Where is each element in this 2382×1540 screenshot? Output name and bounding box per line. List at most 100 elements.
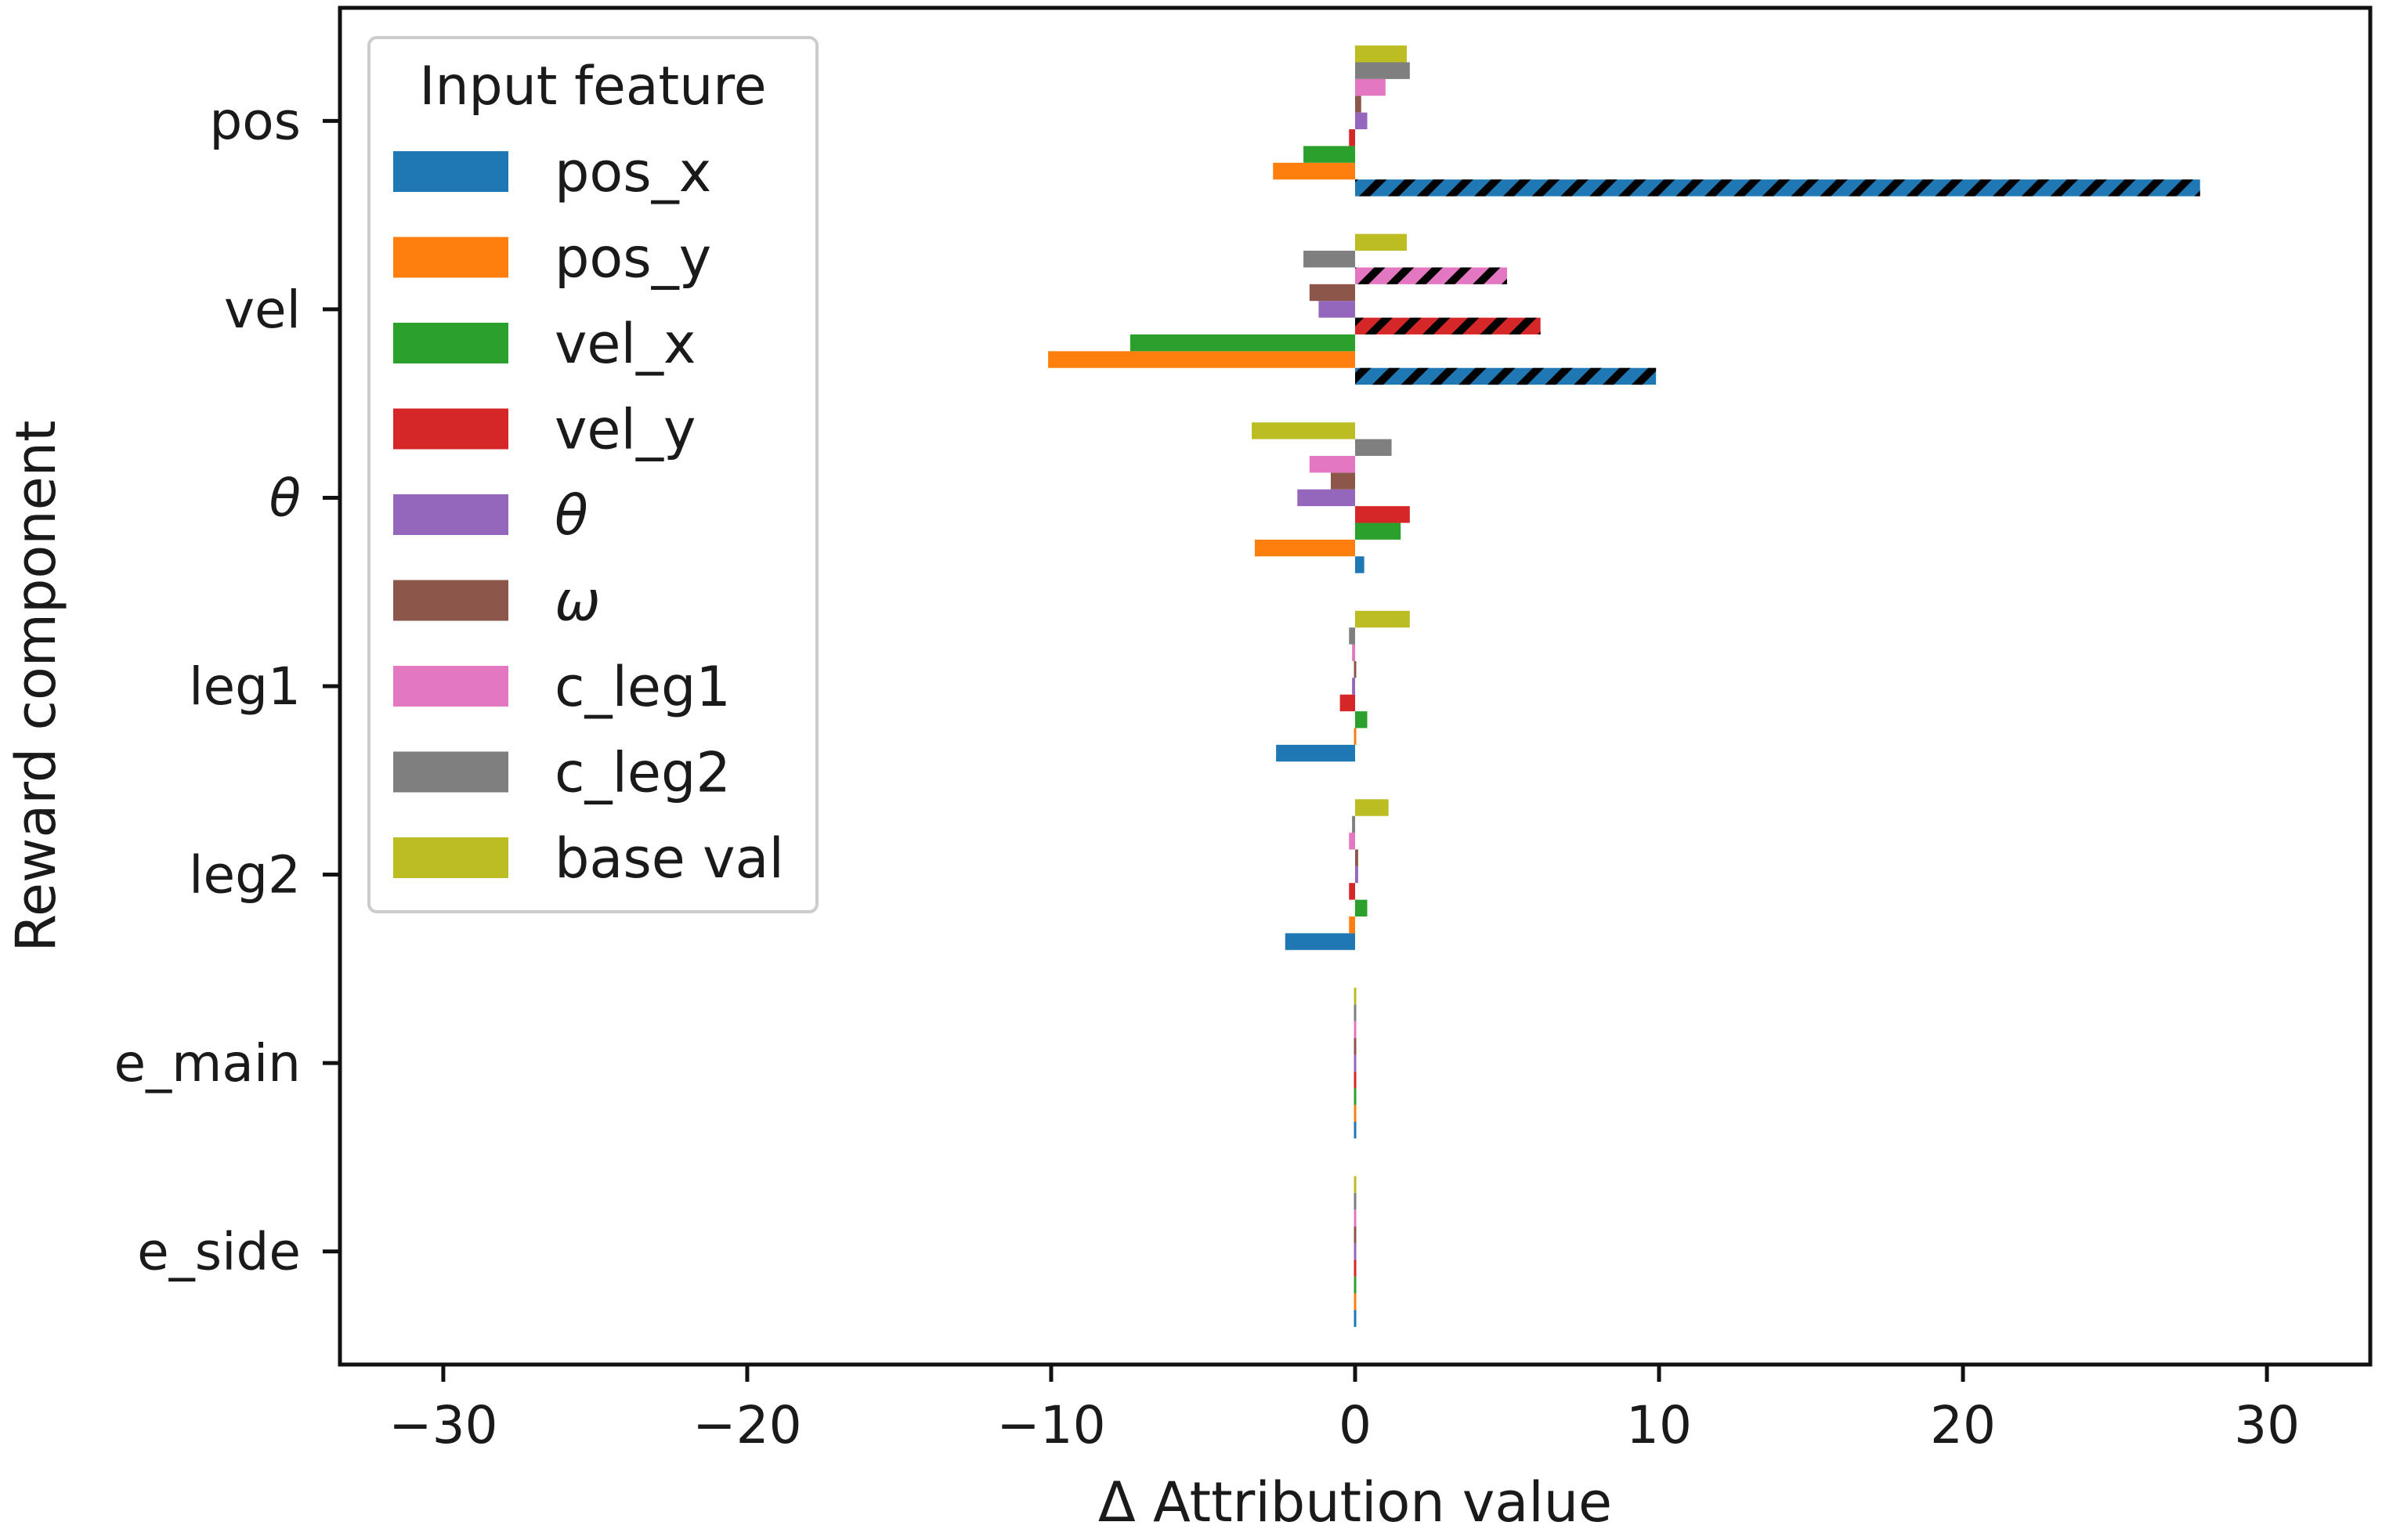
bar-leg2-c-leg1 bbox=[1349, 833, 1355, 850]
bar-e-main-c-leg2 bbox=[1354, 1004, 1357, 1021]
bar-pos-c-leg2 bbox=[1355, 62, 1410, 79]
bar-item-c-leg1 bbox=[1309, 455, 1355, 473]
x-tick-label: −30 bbox=[389, 1395, 497, 1455]
legend-swatch-item bbox=[393, 494, 508, 535]
x-axis-label: Δ Attribution value bbox=[1098, 1470, 1612, 1535]
bar-leg1-item bbox=[1354, 660, 1357, 678]
bar-e-side-pos-x bbox=[1354, 1310, 1357, 1327]
legend-label-vel-y: vel_y bbox=[555, 398, 696, 462]
bar-vel-c-leg2 bbox=[1303, 251, 1355, 268]
x-axis-ticks: −30 −20 −10 0 10 20 30 bbox=[389, 1365, 2300, 1455]
bar-vel-vel-y-hatch bbox=[1355, 317, 1541, 334]
legend-label-vel-x: vel_x bbox=[555, 312, 696, 376]
bar-e-side-c-leg1 bbox=[1354, 1209, 1357, 1227]
legend-label-item: ω bbox=[555, 569, 601, 634]
bar-e-main-pos-x bbox=[1354, 1121, 1357, 1139]
y-tick-label-vel: vel bbox=[224, 280, 301, 340]
bar-pos-vel-y bbox=[1349, 129, 1355, 146]
bar-leg1-c-leg2 bbox=[1349, 627, 1355, 645]
bar-e-main-item bbox=[1354, 1038, 1357, 1055]
bar-e-side-base-val bbox=[1354, 1176, 1357, 1193]
bar-leg1-item bbox=[1352, 678, 1355, 695]
bar-e-side-item bbox=[1354, 1242, 1357, 1260]
bar-leg2-item bbox=[1355, 866, 1358, 884]
legend-label-base-val: base val bbox=[555, 826, 784, 891]
bar-pos-pos-y bbox=[1273, 162, 1355, 180]
bar-e-side-vel-y bbox=[1354, 1260, 1357, 1277]
legend: Input feature pos_x pos_y vel_x vel_y θω c_le… bbox=[367, 36, 819, 913]
bar-pos-vel-x bbox=[1303, 146, 1355, 163]
bar-e-side-c-leg2 bbox=[1354, 1192, 1357, 1210]
bar-leg1-vel-x bbox=[1355, 711, 1368, 728]
bar-leg1-base-val bbox=[1355, 610, 1410, 628]
bar-item-item bbox=[1330, 472, 1355, 490]
bars-layer bbox=[1048, 45, 2200, 1327]
bar-e-main-base-val bbox=[1354, 987, 1357, 1005]
bar-leg2-pos-y bbox=[1349, 916, 1355, 934]
bar-e-side-vel-x bbox=[1354, 1276, 1357, 1294]
y-tick-label-leg1: leg1 bbox=[189, 656, 301, 717]
x-tick-label: 10 bbox=[1626, 1395, 1692, 1455]
legend-swatch-vel-x bbox=[393, 323, 508, 363]
bar-item-c-leg2 bbox=[1355, 439, 1392, 456]
legend-label-c-leg1: c_leg1 bbox=[555, 655, 731, 719]
bar-vel-item bbox=[1318, 301, 1355, 318]
legend-swatch-base-val bbox=[393, 837, 508, 878]
bar-leg2-item bbox=[1355, 849, 1358, 866]
x-tick-label: −20 bbox=[692, 1395, 801, 1455]
legend-title: Input feature bbox=[419, 56, 766, 117]
bar-pos-pos-x-hatch bbox=[1355, 179, 2200, 197]
bar-item-pos-y bbox=[1254, 539, 1355, 557]
legend-label-item: θ bbox=[555, 483, 588, 548]
legend-swatch-c-leg2 bbox=[393, 751, 508, 793]
y-tick-label-pos: pos bbox=[209, 91, 301, 151]
x-tick-label: 0 bbox=[1339, 1395, 1372, 1455]
legend-swatch-pos-x bbox=[393, 151, 508, 192]
bar-leg2-c-leg2 bbox=[1352, 815, 1355, 833]
bar-item-vel-x bbox=[1355, 522, 1401, 540]
bar-pos-item bbox=[1355, 112, 1368, 130]
bar-vel-vel-x bbox=[1130, 334, 1355, 352]
legend-swatch-c-leg1 bbox=[393, 666, 508, 707]
bar-e-main-c-leg1 bbox=[1354, 1021, 1357, 1039]
bar-leg1-pos-y bbox=[1354, 728, 1357, 745]
bar-leg1-c-leg1 bbox=[1352, 644, 1355, 661]
bar-vel-pos-x-hatch bbox=[1355, 367, 1657, 385]
y-tick-label-item: θ bbox=[269, 468, 301, 528]
y-tick-label-leg2: leg2 bbox=[189, 845, 301, 906]
bar-leg1-vel-y bbox=[1339, 694, 1355, 712]
bar-vel-item bbox=[1309, 284, 1355, 302]
bar-e-main-item bbox=[1354, 1054, 1357, 1072]
x-tick-label: −10 bbox=[996, 1395, 1105, 1455]
bar-pos-c-leg1 bbox=[1355, 78, 1386, 96]
legend-swatch-pos-y bbox=[393, 237, 508, 278]
legend-label-pos-x: pos_x bbox=[555, 140, 711, 204]
bar-leg2-base-val bbox=[1355, 799, 1389, 816]
bar-item-item bbox=[1297, 489, 1355, 507]
y-tick-label-e-main: e_main bbox=[114, 1033, 301, 1094]
bar-e-main-pos-y bbox=[1354, 1104, 1357, 1122]
bar-e-main-vel-x bbox=[1354, 1088, 1357, 1105]
y-tick-label-e-side: e_side bbox=[137, 1222, 301, 1282]
bar-e-side-pos-y bbox=[1354, 1293, 1357, 1310]
legend-label-c-leg2: c_leg2 bbox=[555, 741, 731, 805]
bar-leg2-vel-x bbox=[1355, 899, 1368, 917]
y-axis-label: Reward component bbox=[4, 421, 68, 953]
bar-e-side-item bbox=[1354, 1226, 1357, 1243]
x-tick-label: 30 bbox=[2234, 1395, 2300, 1455]
bar-vel-base-val bbox=[1355, 233, 1407, 251]
bar-pos-item bbox=[1355, 96, 1361, 113]
y-axis-ticks: pos vel θ leg1 leg2 e_main e_side bbox=[114, 91, 340, 1282]
bar-vel-pos-y bbox=[1048, 351, 1355, 368]
legend-swatch-item bbox=[393, 580, 508, 621]
bar-item-base-val bbox=[1252, 422, 1355, 439]
bar-vel-c-leg1-hatch bbox=[1355, 267, 1508, 284]
legend-swatch-vel-y bbox=[393, 408, 508, 450]
bar-leg2-pos-x bbox=[1285, 933, 1355, 950]
bar-item-vel-y bbox=[1355, 506, 1410, 523]
bar-item-pos-x bbox=[1355, 556, 1364, 573]
bar-pos-base-val bbox=[1355, 45, 1407, 63]
